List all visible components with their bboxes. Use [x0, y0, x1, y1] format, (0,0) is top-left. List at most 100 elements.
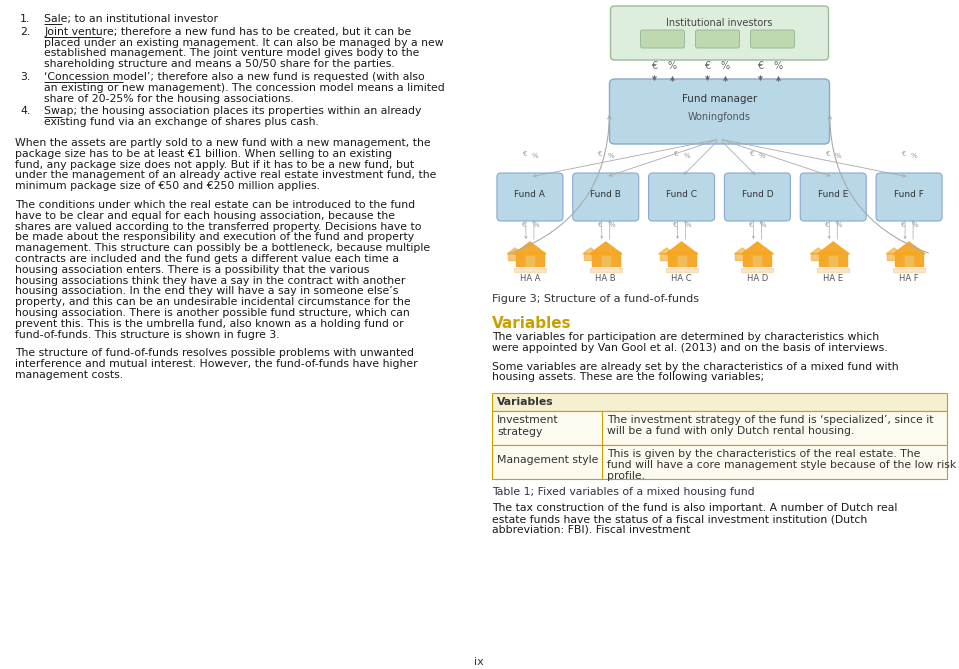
Text: 3.: 3. — [20, 72, 31, 82]
Text: HA A: HA A — [520, 274, 540, 283]
Text: minimum package size of €50 and €250 million applies.: minimum package size of €50 and €250 mil… — [15, 181, 320, 191]
Text: housing association enters. There is a possibility that the various: housing association enters. There is a p… — [15, 265, 369, 275]
Polygon shape — [819, 252, 847, 266]
Text: €: € — [901, 222, 905, 228]
Polygon shape — [592, 252, 620, 266]
Text: HA B: HA B — [596, 274, 616, 283]
Text: have to be clear and equal for each housing association, because the: have to be clear and equal for each hous… — [15, 211, 395, 221]
Text: 2.: 2. — [20, 27, 31, 37]
Text: %: % — [685, 222, 690, 228]
FancyBboxPatch shape — [497, 173, 563, 221]
Polygon shape — [516, 252, 544, 266]
Text: This is given by the characteristics of the real estate. The: This is given by the characteristics of … — [607, 449, 921, 459]
Text: %: % — [721, 61, 730, 71]
Text: Fund manager: Fund manager — [682, 94, 757, 104]
Text: shareholding structure and means a 50/50 share for the parties.: shareholding structure and means a 50/50… — [44, 59, 395, 69]
Polygon shape — [584, 253, 597, 260]
Text: Some variables are already set by the characteristics of a mixed fund with: Some variables are already set by the ch… — [492, 362, 899, 371]
Polygon shape — [743, 252, 771, 266]
Text: Table 1; Fixed variables of a mixed housing fund: Table 1; Fixed variables of a mixed hous… — [492, 487, 755, 497]
Text: The structure of fund-of-funds resolves possible problems with unwanted: The structure of fund-of-funds resolves … — [15, 349, 414, 359]
Polygon shape — [659, 248, 674, 254]
Polygon shape — [895, 252, 924, 266]
Text: Joint venture; therefore a new fund has to be created, but it can be: Joint venture; therefore a new fund has … — [44, 27, 411, 37]
Text: %: % — [835, 153, 842, 159]
Text: Management style: Management style — [497, 455, 598, 465]
Text: Woningfonds: Woningfonds — [688, 112, 751, 122]
Text: %: % — [531, 153, 538, 159]
Text: €: € — [651, 61, 658, 71]
Polygon shape — [893, 242, 925, 254]
Text: €: € — [758, 61, 763, 71]
Text: package size has to be at least €1 billion. When selling to an existing: package size has to be at least €1 billi… — [15, 149, 392, 159]
Text: 1.: 1. — [20, 14, 31, 24]
Polygon shape — [741, 242, 773, 254]
Polygon shape — [736, 253, 749, 260]
FancyBboxPatch shape — [492, 393, 947, 411]
Text: €: € — [749, 222, 754, 228]
Polygon shape — [660, 253, 673, 260]
Text: Variables: Variables — [492, 316, 572, 331]
Text: 4.: 4. — [20, 106, 31, 116]
FancyArrowPatch shape — [828, 116, 928, 253]
FancyBboxPatch shape — [877, 173, 942, 221]
Polygon shape — [666, 242, 697, 254]
Text: %: % — [667, 61, 677, 71]
Text: %: % — [607, 153, 614, 159]
Polygon shape — [590, 242, 621, 254]
Polygon shape — [508, 253, 522, 260]
Text: estate funds have the status of a fiscal investment institution (Dutch: estate funds have the status of a fiscal… — [492, 514, 867, 524]
Polygon shape — [886, 248, 902, 254]
Text: When the assets are partly sold to a new fund with a new management, the: When the assets are partly sold to a new… — [15, 138, 431, 148]
Text: Variables: Variables — [497, 397, 553, 407]
Text: Sale; to an institutional investor: Sale; to an institutional investor — [44, 14, 218, 24]
Text: Investment
strategy: Investment strategy — [497, 415, 559, 437]
Text: HA D: HA D — [747, 274, 768, 283]
Text: profile.: profile. — [607, 471, 645, 481]
Text: €: € — [825, 222, 830, 228]
FancyBboxPatch shape — [492, 411, 947, 445]
FancyBboxPatch shape — [610, 79, 830, 144]
Text: be made about the responsibility and execution of the fund and property: be made about the responsibility and exe… — [15, 232, 414, 242]
Polygon shape — [811, 253, 826, 260]
Text: established management. The joint venture model gives body to the: established management. The joint ventur… — [44, 48, 419, 58]
Text: %: % — [911, 153, 918, 159]
Text: shares are valued according to the transferred property. Decisions have to: shares are valued according to the trans… — [15, 221, 422, 231]
Text: housing assets. These are the following variables;: housing assets. These are the following … — [492, 373, 764, 383]
Text: €: € — [826, 151, 830, 157]
Polygon shape — [810, 248, 827, 254]
Text: contracts are included and the fund gets a different value each time a: contracts are included and the fund gets… — [15, 254, 399, 264]
FancyBboxPatch shape — [800, 173, 866, 221]
Text: €: € — [523, 151, 527, 157]
Text: abbreviation: FBI). Fiscal investment: abbreviation: FBI). Fiscal investment — [492, 524, 690, 535]
Text: fund-of-funds. This structure is shown in fugre 3.: fund-of-funds. This structure is shown i… — [15, 330, 280, 340]
Text: €: € — [673, 222, 678, 228]
Text: €: € — [750, 151, 755, 157]
Polygon shape — [887, 253, 901, 260]
Text: €: € — [598, 151, 603, 157]
Polygon shape — [830, 256, 837, 266]
Text: HA C: HA C — [671, 274, 691, 283]
Text: The investment strategy of the fund is ‘specialized’, since it: The investment strategy of the fund is ‘… — [607, 415, 933, 425]
Text: Fund C: Fund C — [667, 190, 697, 199]
Polygon shape — [817, 242, 850, 254]
Text: %: % — [760, 222, 767, 228]
Text: The tax construction of the fund is also important. A number of Dutch real: The tax construction of the fund is also… — [492, 503, 898, 513]
FancyBboxPatch shape — [648, 173, 714, 221]
Text: Fund E: Fund E — [818, 190, 849, 199]
Text: Fund B: Fund B — [591, 190, 621, 199]
Polygon shape — [735, 248, 750, 254]
Text: housing association. There is another possible fund structure, which can: housing association. There is another po… — [15, 308, 409, 318]
Polygon shape — [507, 248, 523, 254]
Text: fund, any package size does not apply. But if it has to be a new fund, but: fund, any package size does not apply. B… — [15, 160, 414, 170]
Text: %: % — [608, 222, 615, 228]
FancyBboxPatch shape — [724, 173, 790, 221]
Text: Figure 3; Structure of a fund-of-funds: Figure 3; Structure of a fund-of-funds — [492, 294, 699, 304]
Text: The variables for participation are determined by characteristics which: The variables for participation are dete… — [492, 332, 879, 342]
Text: Fund A: Fund A — [514, 190, 546, 199]
Text: share of 20-25% for the housing associations.: share of 20-25% for the housing associat… — [44, 94, 293, 104]
FancyBboxPatch shape — [492, 445, 947, 479]
Text: management costs.: management costs. — [15, 370, 123, 380]
Text: The conditions under which the real estate can be introduced to the fund: The conditions under which the real esta… — [15, 200, 415, 210]
Polygon shape — [754, 256, 761, 266]
